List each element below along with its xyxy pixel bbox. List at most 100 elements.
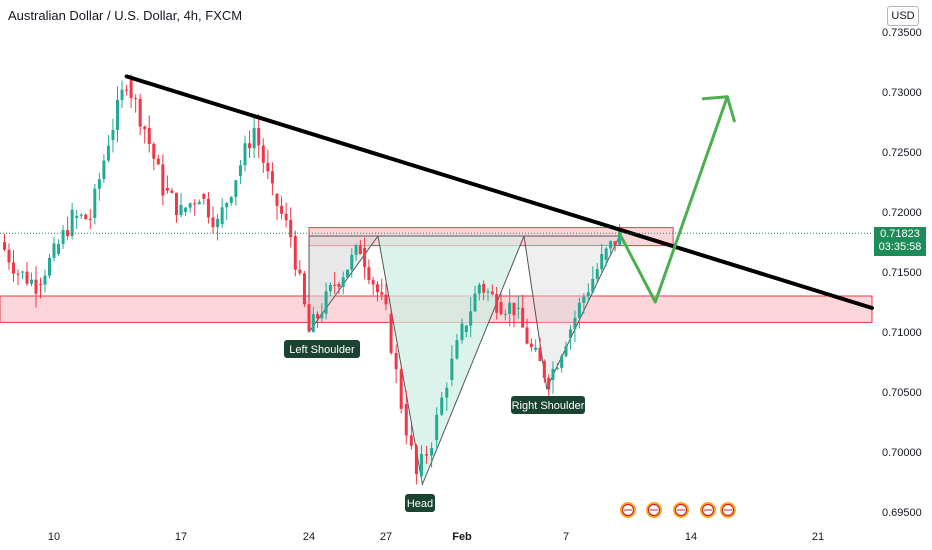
candle: [75, 209, 79, 229]
candle-body: [280, 205, 284, 214]
candle: [430, 442, 434, 468]
us-event-icon[interactable]: [673, 502, 689, 518]
candle-body: [555, 367, 559, 369]
candle: [350, 248, 354, 278]
candle-body: [414, 445, 418, 475]
candle-body: [568, 329, 572, 338]
candle: [512, 302, 516, 328]
candle-body: [346, 269, 349, 278]
candle: [184, 206, 188, 217]
us-event-icon[interactable]: [620, 502, 636, 518]
candle-body: [25, 271, 29, 284]
tag-box: [284, 340, 360, 358]
lines-layer: [0, 74, 874, 310]
candle: [270, 162, 274, 196]
us-event-icon[interactable]: [700, 502, 716, 518]
candle-body: [425, 454, 429, 456]
candle-body: [547, 378, 551, 390]
candle-body: [486, 291, 490, 293]
candle-body: [582, 296, 586, 303]
candle: [564, 341, 568, 358]
candle: [261, 138, 265, 173]
candle-body: [161, 164, 165, 196]
candle-body: [464, 325, 468, 332]
candle: [43, 269, 47, 293]
candle: [289, 207, 293, 248]
candle: [165, 175, 169, 194]
candle-body: [473, 293, 477, 312]
candle: [125, 84, 129, 96]
candle-body: [206, 198, 210, 218]
candle: [384, 283, 388, 311]
candle: [414, 443, 418, 485]
candle: [170, 188, 174, 194]
candle: [48, 253, 51, 279]
candle-body: [66, 230, 70, 237]
candle-body: [220, 207, 224, 224]
us-event-icon[interactable]: [646, 502, 662, 518]
candle-body: [380, 292, 384, 295]
y-tick-label: 0.69500: [882, 507, 922, 519]
candle: [188, 202, 192, 213]
candle: [7, 243, 11, 270]
candle: [341, 271, 345, 295]
tag-label: Left Shoulder: [289, 344, 355, 356]
candle: [311, 306, 315, 333]
candle: [435, 407, 439, 448]
candle: [298, 260, 302, 276]
candle: [389, 310, 393, 355]
candle: [328, 282, 332, 297]
candle: [12, 249, 15, 283]
candle-body: [125, 89, 129, 91]
candle-body: [211, 217, 215, 228]
candle-body: [156, 158, 160, 165]
us-event-icon[interactable]: [720, 502, 736, 518]
candle-body: [503, 313, 507, 315]
candle-body: [129, 80, 133, 99]
tag-right-shoulder: Right Shoulder: [511, 396, 585, 414]
currency-button[interactable]: USD: [887, 6, 919, 26]
x-tick-label: Feb: [452, 531, 472, 543]
y-tick-label: 0.70000: [882, 447, 922, 459]
candle-body: [328, 284, 332, 292]
candle-body: [143, 126, 147, 130]
y-tick-label: 0.72000: [882, 207, 922, 219]
tag-box: [405, 494, 435, 512]
candle-body: [529, 343, 533, 348]
candle-body: [320, 313, 324, 319]
candle: [482, 280, 486, 301]
candle-body: [469, 311, 473, 326]
candle-body: [324, 291, 328, 314]
candle-body: [495, 294, 499, 313]
candle: [409, 425, 413, 450]
candle: [320, 303, 324, 323]
candle: [455, 333, 459, 360]
candle-body: [97, 179, 101, 189]
candle-body: [508, 302, 512, 314]
candle: [375, 281, 379, 302]
candle-body: [52, 243, 56, 258]
candle-body: [430, 448, 434, 456]
candle: [202, 192, 206, 205]
candle-body: [600, 253, 604, 270]
candle-body: [358, 245, 362, 254]
candle-body: [341, 277, 345, 287]
candle: [600, 243, 604, 272]
candle-body: [248, 143, 252, 149]
candle: [234, 179, 238, 206]
candle: [97, 172, 101, 201]
candle-body: [311, 314, 315, 332]
candle-body: [477, 284, 481, 294]
candle-body: [270, 171, 274, 184]
candle-body: [525, 327, 529, 344]
candle: [460, 318, 464, 344]
candle-body: [573, 317, 577, 330]
candle-body: [120, 89, 124, 100]
candle-body: [116, 99, 119, 130]
candle: [257, 114, 261, 159]
candle: [568, 324, 572, 350]
candle: [542, 359, 546, 383]
candle-body: [275, 194, 279, 206]
candle-body: [152, 143, 156, 159]
